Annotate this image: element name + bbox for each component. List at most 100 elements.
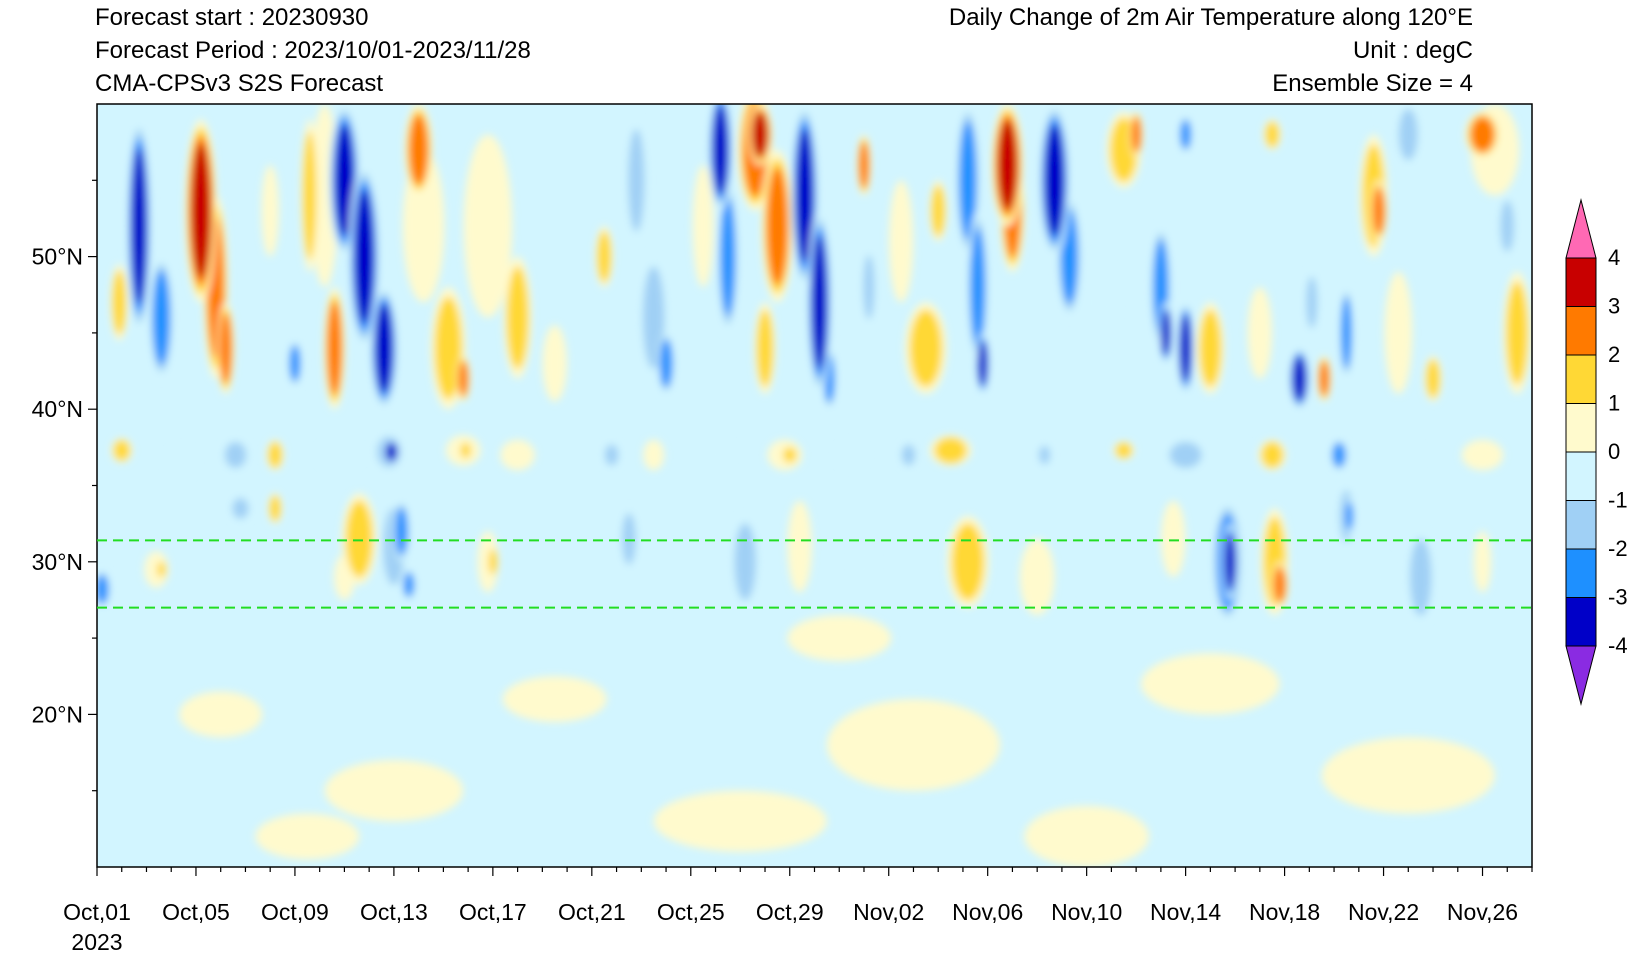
- heatmap-blur-group: [97, 104, 1532, 867]
- x-tick-label: Oct,13: [360, 899, 428, 925]
- heatmap-cell: [1131, 116, 1141, 153]
- colorbar-label: 2: [1608, 342, 1620, 367]
- heatmap-cell: [712, 105, 728, 195]
- heatmap-cell: [354, 189, 374, 324]
- heatmap-cell: [179, 691, 263, 738]
- x-tick-label: Oct,29: [756, 899, 824, 925]
- heatmap-cell: [604, 444, 619, 466]
- chart-title: Daily Change of 2m Air Temperature along…: [948, 4, 1473, 31]
- heatmap-cell: [1224, 533, 1236, 590]
- heatmap-cell: [597, 230, 611, 283]
- y-axis: 20°N 30°N 40°N 50°N: [32, 179, 97, 792]
- heatmap-cell: [859, 141, 869, 189]
- heatmap-cell: [219, 312, 232, 384]
- heatmap-cell: [934, 437, 967, 464]
- y-tick-label: 20°N: [32, 701, 83, 727]
- x-tick-label: Oct,21: [558, 899, 626, 925]
- heatmap-cell: [622, 513, 636, 565]
- heatmap-cell: [997, 120, 1018, 210]
- heatmap-cell: [978, 341, 988, 386]
- colorbar-label: -4: [1608, 633, 1628, 658]
- colorbar-box: [1565, 306, 1597, 356]
- heatmap-cell: [692, 165, 714, 288]
- heatmap-cell: [1081, 256, 1117, 349]
- heatmap-cell: [1306, 276, 1318, 329]
- heatmap-cell: [167, 447, 195, 478]
- heatmap-cell: [642, 266, 665, 369]
- colorbar-box: [1565, 548, 1597, 598]
- heatmap-cell: [752, 112, 768, 157]
- unit-label: Unit : degC: [1352, 37, 1473, 64]
- heatmap-cell: [1341, 297, 1352, 369]
- colorbar-label: 3: [1608, 294, 1620, 319]
- heatmap-cell: [1372, 187, 1385, 235]
- heatmap-cell: [1115, 442, 1132, 459]
- heatmap-cell: [268, 442, 282, 468]
- heatmap-cell: [1141, 653, 1280, 715]
- heatmap-cell: [261, 165, 279, 257]
- x-axis: Oct,01 Oct,05 Oct,09 Oct,13 Oct,17 Oct,21 Oct,…: [63, 867, 1533, 955]
- heatmap-cell: [500, 439, 535, 471]
- heatmap-cell: [1180, 120, 1191, 149]
- heatmap-cell: [826, 699, 1001, 791]
- heatmap-cell: [1024, 805, 1150, 867]
- colorbar-box: [1565, 451, 1597, 501]
- heatmap-cell: [232, 498, 249, 519]
- heatmap-cell: [290, 345, 300, 382]
- heatmap-cell: [1426, 359, 1440, 398]
- colorbar-box: [1565, 354, 1597, 404]
- colorbar-label: 4: [1608, 245, 1620, 270]
- heatmap-cell: [1273, 567, 1286, 603]
- heatmap-cell: [757, 309, 774, 387]
- heatmap-cell: [853, 516, 875, 608]
- heatmap-cell: [404, 572, 414, 597]
- colorbar-box: [1565, 500, 1597, 550]
- heatmap-cell: [660, 339, 672, 387]
- heatmap-field: [97, 104, 1532, 867]
- colorbar-label: -1: [1608, 488, 1628, 513]
- heatmap-cell: [1161, 500, 1186, 578]
- heatmap-cell: [458, 361, 468, 397]
- heatmap-cell: [959, 121, 977, 240]
- x-tick-label: Nov,26: [1447, 899, 1518, 925]
- heatmap-cell: [1384, 271, 1413, 394]
- x-tick-label: Oct,25: [657, 899, 725, 925]
- x-tick-label: Nov,06: [952, 899, 1023, 925]
- y-tick-label: 40°N: [32, 396, 83, 422]
- heatmap-cell: [951, 523, 984, 601]
- heatmap-cell: [224, 442, 247, 468]
- heatmap-cell: [488, 548, 498, 575]
- heatmap-cell: [334, 124, 355, 237]
- heatmap-cell: [643, 439, 665, 471]
- heatmap-cell: [1409, 538, 1432, 616]
- y-tick-label: 30°N: [32, 549, 83, 575]
- model-label: CMA-CPSv3 S2S Forecast: [95, 70, 384, 97]
- heatmap-cell: [653, 790, 827, 852]
- heatmap-cell: [811, 235, 827, 370]
- heatmap-cell: [409, 114, 428, 186]
- heatmap-cell: [1265, 121, 1279, 148]
- heatmap-cell: [787, 615, 892, 661]
- x-tick-label: Nov,14: [1150, 899, 1221, 925]
- heatmap-cell: [995, 439, 1030, 471]
- heatmap-cell: [324, 760, 464, 822]
- heatmap-cell: [386, 442, 397, 461]
- heatmap-cell: [1221, 439, 1249, 471]
- heatmap-cell: [698, 439, 733, 465]
- heatmap-cell: [1039, 446, 1050, 464]
- heatmap-cell: [97, 575, 108, 604]
- ensemble-label: Ensemble Size = 4: [1272, 70, 1473, 97]
- heatmap-cell: [463, 134, 513, 318]
- heatmap-cell: [888, 180, 914, 303]
- heatmap-cell: [734, 523, 756, 601]
- heatmap-cell: [395, 507, 408, 555]
- heatmap-cell: [112, 270, 126, 335]
- heatmap-cell: [157, 561, 166, 578]
- heatmap-cell: [1506, 281, 1528, 385]
- heatmap-cell: [318, 439, 361, 471]
- colorbar-label: 1: [1608, 391, 1620, 416]
- heatmap-cell: [1319, 361, 1329, 397]
- heatmap-cell: [766, 167, 788, 285]
- heatmap-cell: [837, 442, 866, 468]
